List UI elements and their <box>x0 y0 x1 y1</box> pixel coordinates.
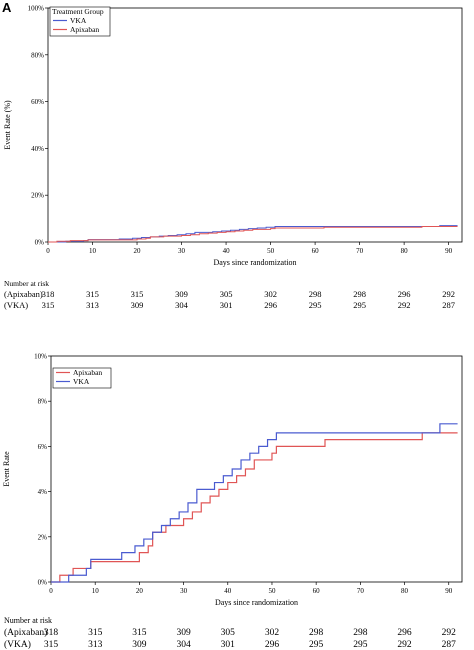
risk-value: 298 <box>309 628 324 638</box>
risk-value: 309 <box>176 628 191 638</box>
x-tick-label: 40 <box>223 247 231 255</box>
risk-value: 304 <box>175 300 189 310</box>
risk-value: 301 <box>220 300 233 310</box>
risk-value: 295 <box>353 300 366 310</box>
chart-bottom: 0% 2% 4% 6% 8% 10% 0 10 20 30 40 50 60 70 80 90 Days sin… <box>2 353 463 650</box>
x-tick-label: 60 <box>313 587 321 595</box>
x-tick-label: 0 <box>46 247 50 255</box>
risk-value: 315 <box>42 300 55 310</box>
risk-table-header: Number at risk <box>4 616 52 625</box>
x-tick-label: 10 <box>92 587 100 595</box>
risk-value: 295 <box>309 300 322 310</box>
risk-value: 302 <box>264 289 277 299</box>
plot-frame <box>47 7 463 243</box>
risk-value: 296 <box>398 289 411 299</box>
legend-entry: Apixaban <box>70 25 99 34</box>
chart-top: 0% 20% 40% 60% 80% 100% 0 10 20 30 40 50 60 70 80 90 Day… <box>3 5 463 310</box>
x-tick-label: 70 <box>356 247 364 255</box>
plot-frame <box>50 355 463 583</box>
y-tick-label: 6% <box>38 443 48 451</box>
risk-value: 315 <box>86 289 99 299</box>
risk-value: 309 <box>131 300 144 310</box>
risk-value: 313 <box>86 300 99 310</box>
legend-entry: VKA <box>70 16 87 25</box>
x-axis-title: Days since randomization <box>215 598 298 607</box>
x-tick-label: 50 <box>268 587 276 595</box>
risk-value: 298 <box>353 628 368 638</box>
x-tick-label: 90 <box>445 247 453 255</box>
series-line-apixaban <box>51 432 458 583</box>
x-tick-label: 10 <box>89 247 97 255</box>
x-tick-label: 80 <box>401 247 409 255</box>
risk-value: 296 <box>265 640 280 650</box>
x-tick-label: 80 <box>401 587 409 595</box>
x-tick-label: 90 <box>445 587 453 595</box>
series-line-vka <box>51 423 458 583</box>
risk-value: 287 <box>442 300 455 310</box>
x-tick-label: 50 <box>267 247 275 255</box>
legend-title: Treatment Group <box>52 7 104 16</box>
risk-row-label: (Apixaban) <box>4 627 47 638</box>
x-tick-label: 20 <box>134 247 142 255</box>
y-tick-label: 60% <box>31 98 44 106</box>
risk-value: 301 <box>221 640 236 650</box>
y-tick-label: 0% <box>35 239 45 247</box>
x-tick-label: 30 <box>178 247 186 255</box>
legend-entry: Apixaban <box>73 368 102 377</box>
risk-value: 315 <box>132 628 147 638</box>
risk-value: 304 <box>176 640 191 650</box>
risk-value: 296 <box>397 628 412 638</box>
y-tick-label: 10% <box>34 353 47 361</box>
legend-box <box>49 6 111 37</box>
y-tick-label: 80% <box>31 51 44 59</box>
risk-value: 295 <box>353 640 368 650</box>
risk-value: 315 <box>44 640 59 650</box>
risk-value: 315 <box>131 289 144 299</box>
risk-value: 313 <box>88 640 103 650</box>
y-tick-label: 20% <box>31 192 44 200</box>
y-axis-title: Event Rate (%) <box>3 100 12 150</box>
risk-value: 298 <box>353 289 366 299</box>
risk-value: 302 <box>265 628 280 638</box>
x-tick-label: 70 <box>357 587 365 595</box>
risk-value: 292 <box>442 289 455 299</box>
risk-value: 305 <box>221 628 236 638</box>
y-tick-label: 8% <box>38 398 48 406</box>
risk-value: 315 <box>88 628 103 638</box>
x-tick-label: 30 <box>180 587 188 595</box>
y-tick-label: 2% <box>38 533 48 541</box>
x-tick-label: 40 <box>224 587 232 595</box>
x-tick-label: 0 <box>49 587 53 595</box>
risk-value: 292 <box>398 300 411 310</box>
risk-value: 305 <box>220 289 233 299</box>
y-tick-label: 4% <box>38 488 48 496</box>
risk-value: 292 <box>397 640 412 650</box>
risk-value: 318 <box>42 289 55 299</box>
risk-row-label: (VKA) <box>4 300 28 310</box>
y-tick-label: 100% <box>28 5 45 13</box>
y-tick-label: 0% <box>38 579 48 587</box>
legend-entry: VKA <box>73 377 90 386</box>
series-line-vka <box>48 225 458 243</box>
y-axis-title: Event Rate <box>2 451 11 487</box>
risk-value: 298 <box>309 289 322 299</box>
risk-table-header: Number at risk <box>4 279 49 288</box>
risk-value: 309 <box>132 640 147 650</box>
risk-value: 287 <box>442 640 457 650</box>
risk-value: 292 <box>442 628 457 638</box>
risk-value: 318 <box>44 628 59 638</box>
series-line-apixaban <box>48 226 458 243</box>
risk-value: 296 <box>264 300 277 310</box>
risk-value: 309 <box>175 289 188 299</box>
panel-label: A <box>2 0 12 15</box>
x-axis-title: Days since randomization <box>213 258 296 267</box>
x-tick-label: 60 <box>312 247 320 255</box>
risk-row-label: (Apixaban) <box>4 289 43 299</box>
x-tick-label: 20 <box>136 587 144 595</box>
risk-value: 295 <box>309 640 324 650</box>
risk-row-label: (VKA) <box>4 639 31 650</box>
y-tick-label: 40% <box>31 145 44 153</box>
